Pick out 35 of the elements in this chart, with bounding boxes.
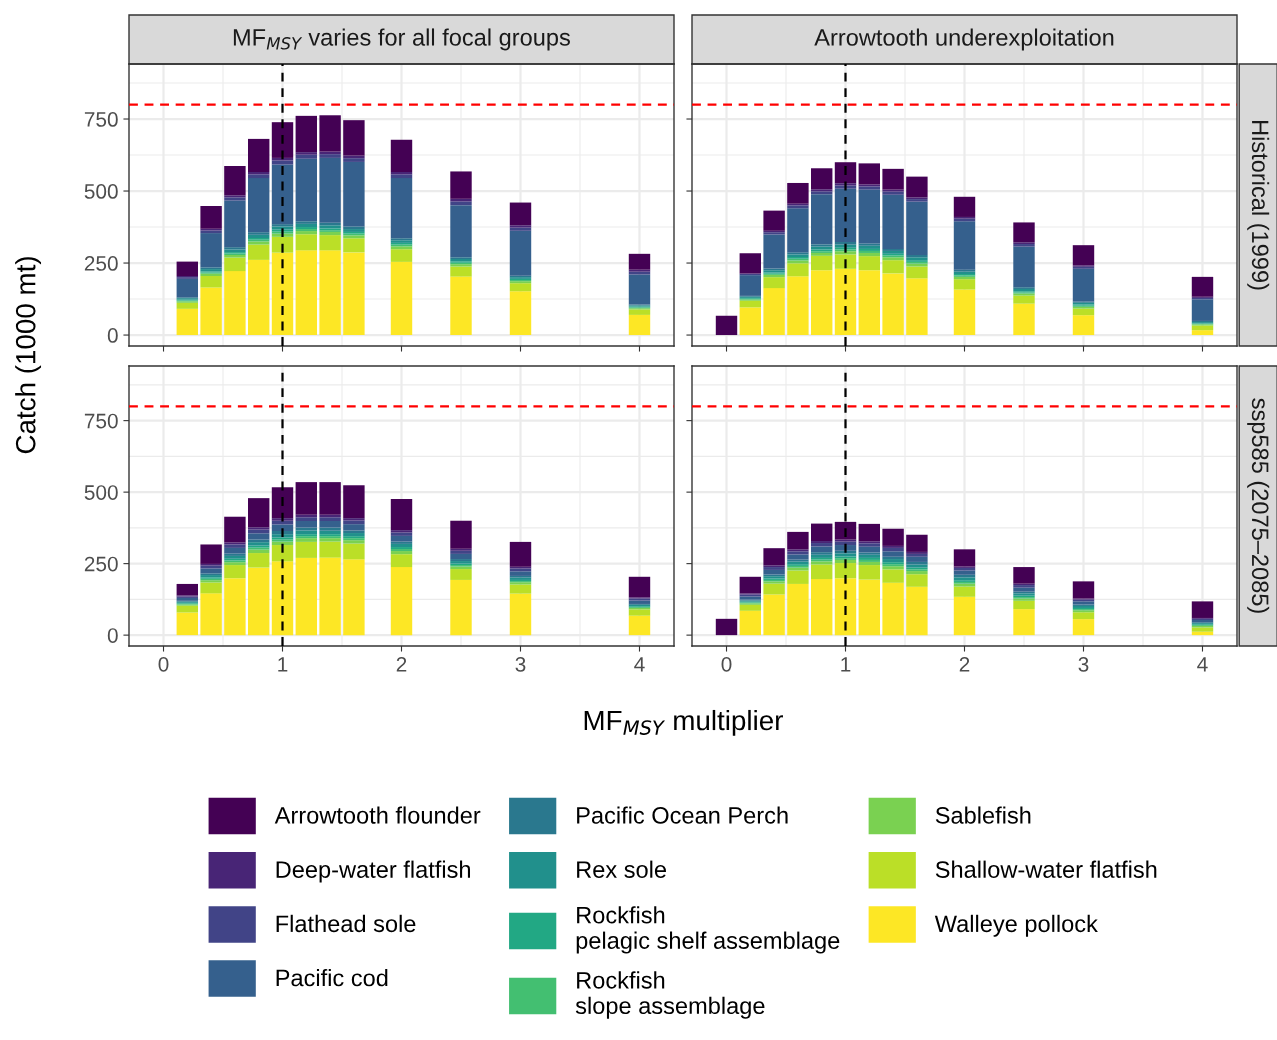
x-tick-label: 2	[959, 656, 970, 672]
text: Historical (1999)	[1247, 120, 1270, 290]
x-tick-label: 1	[841, 657, 851, 672]
legend-label: Rockfish slope assemblage	[575, 971, 765, 1019]
x-tick-label: 4	[1197, 657, 1208, 672]
y-axis-title: Catch (1000 mt)	[15, 257, 42, 454]
y-tick-label: 750	[84, 413, 118, 429]
x-tick-label: 0	[158, 656, 169, 672]
legend-label: Sablefish	[935, 806, 1031, 824]
x-tick-label: 0	[721, 656, 732, 672]
chart-title: MF$_{MSY}$ varies for all focal groups	[233, 28, 570, 51]
y-tick-label: 250	[84, 556, 118, 572]
legend-label: Rex sole	[577, 860, 666, 878]
x-axis-title: MF$_{MSY}$ multiplier	[584, 709, 783, 736]
y-tick-label: 0	[107, 328, 118, 343]
legend-label: Pacific cod	[276, 968, 388, 987]
y-tick-label: 500	[84, 184, 118, 199]
x-tick-label: 3	[515, 656, 526, 672]
x-tick-label: 2	[396, 656, 407, 672]
x-tick-label: 4	[634, 657, 645, 672]
y-tick-label: 0	[107, 628, 118, 643]
x-tick-label: 1	[278, 657, 288, 672]
y-tick-label: 500	[84, 485, 118, 500]
y-tick-label: 250	[84, 256, 118, 271]
legend-label: Pacific Ocean Perch	[577, 806, 788, 824]
legend-label: Rockfish pelagic shelf assemblage	[576, 906, 840, 954]
chart-title: Arrowtooth underexploitation	[814, 28, 1114, 51]
text: ssp585 (2075–2085)	[1247, 398, 1270, 613]
legend-label: Flathead sole	[276, 914, 416, 933]
y-tick-label: 750	[84, 112, 118, 127]
legend-label: Arrowtooth flounder	[274, 806, 481, 824]
legend-label: Deep-water flatfish	[276, 860, 470, 883]
x-tick-label: 3	[1078, 656, 1089, 672]
legend-label: Shallow-water flatfish	[935, 860, 1157, 878]
legend-label: Walleye pollock	[934, 914, 1098, 937]
